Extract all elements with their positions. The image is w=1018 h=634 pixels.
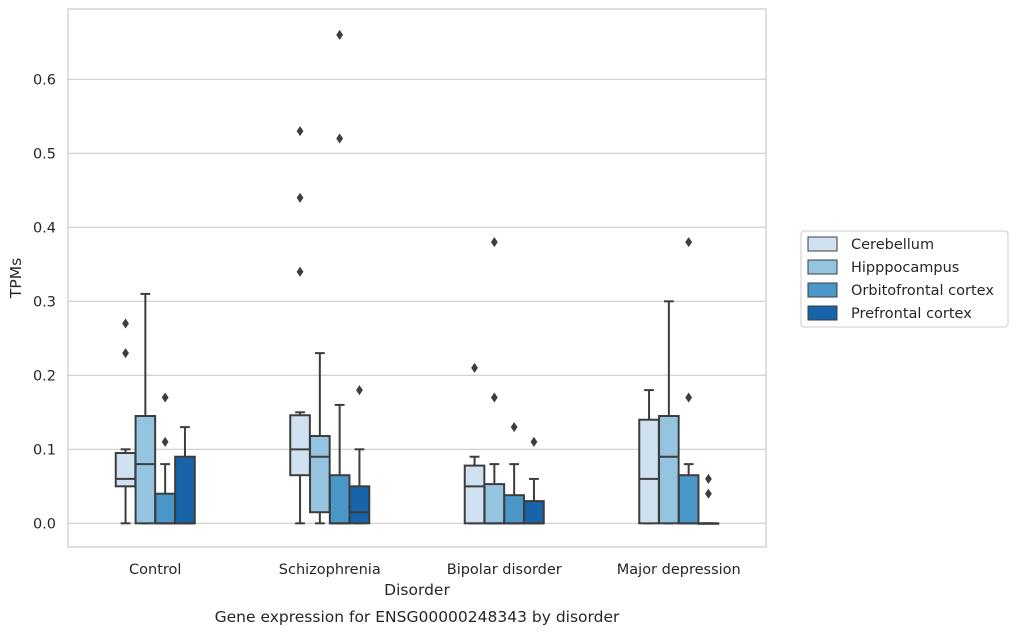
y-tick-label: 0.6	[33, 72, 56, 88]
box-body	[638, 418, 660, 525]
box-0-1	[134, 292, 157, 525]
outlier-point	[161, 392, 169, 403]
legend-label: Orbitofrontal cortex	[851, 283, 994, 299]
box-0-2	[154, 392, 176, 525]
box-body	[658, 415, 680, 525]
legend-label: Hipppocampus	[851, 260, 959, 276]
legend-label: Prefrontal cortex	[851, 306, 972, 322]
box-body	[503, 494, 525, 525]
outlier-point	[490, 237, 498, 248]
x-tick-label: Bipolar disorder	[447, 562, 562, 578]
y-tick-label: 0.4	[33, 220, 56, 236]
box-3-3	[697, 473, 720, 525]
legend-label: Cerebellum	[851, 237, 934, 253]
y-axis-label: TPMs	[7, 258, 25, 299]
y-tick-labels: 0.0 0.1 0.2 0.3 0.4 0.5 0.6	[33, 72, 56, 532]
box-2-2	[503, 422, 525, 525]
legend-swatch	[807, 282, 838, 298]
chart-caption: Gene expression for ENSG00000248343 by d…	[215, 608, 620, 626]
box-series	[114, 29, 720, 525]
legend-swatch	[807, 259, 838, 275]
outlier-point	[161, 436, 169, 447]
box-3-2	[677, 237, 700, 525]
x-tick-label: Schizophrenia	[279, 562, 381, 578]
box-1-3	[348, 385, 371, 525]
box-body	[463, 464, 486, 525]
outlier-point	[530, 436, 538, 447]
box-body	[114, 452, 137, 488]
outlier-point	[336, 29, 344, 40]
outlier-point	[510, 422, 518, 433]
y-tick-label: 0.0	[33, 516, 56, 532]
box-2-0	[463, 362, 486, 525]
y-tick-label: 0.2	[33, 368, 56, 384]
outlier-point	[356, 385, 363, 396]
outlier-point	[296, 192, 304, 203]
plot-area-frame	[67, 8, 767, 548]
legend-swatch	[807, 236, 838, 252]
x-axis-label: Disorder	[384, 581, 450, 599]
box-body	[154, 492, 176, 525]
box-body	[483, 483, 506, 525]
box-body	[289, 414, 311, 477]
y-tick-label: 0.3	[33, 294, 56, 310]
x-tick-labels: Control Schizophrenia Bipolar disorder Majo…	[129, 562, 741, 578]
box-body	[174, 455, 196, 525]
outlier-point	[685, 392, 693, 403]
x-tick-label: Control	[129, 562, 181, 578]
legend-frame	[800, 230, 1009, 328]
outlier-point	[705, 473, 712, 484]
box-3-0	[638, 389, 660, 525]
box-body	[348, 485, 371, 525]
box-body	[328, 474, 351, 525]
outlier-point	[122, 318, 129, 329]
box-2-3	[523, 436, 545, 525]
outlier-point	[471, 362, 478, 373]
box-0-0	[114, 318, 137, 525]
box-body	[523, 500, 545, 525]
outlier-point	[296, 126, 304, 137]
outlier-point	[685, 237, 693, 248]
box-body	[309, 434, 331, 514]
box-1-1	[309, 352, 331, 525]
x-tick-label: Major depression	[617, 562, 741, 578]
outlier-point	[336, 133, 344, 144]
y-tick-label: 0.1	[33, 442, 56, 458]
outlier-point	[705, 488, 712, 499]
box-1-0	[289, 126, 311, 525]
box-0-3	[174, 426, 196, 525]
box-2-1	[483, 237, 506, 525]
outlier-point	[122, 348, 129, 359]
box-body	[677, 474, 700, 525]
outlier-point	[490, 392, 498, 403]
outlier-point	[296, 266, 304, 277]
legend-swatch	[807, 305, 838, 321]
box-body	[134, 415, 157, 525]
box-3-1	[658, 300, 680, 525]
legend: Cerebellum Hipppocampus Orbitofrontal cort…	[800, 230, 1009, 328]
y-tick-label: 0.5	[33, 146, 56, 162]
